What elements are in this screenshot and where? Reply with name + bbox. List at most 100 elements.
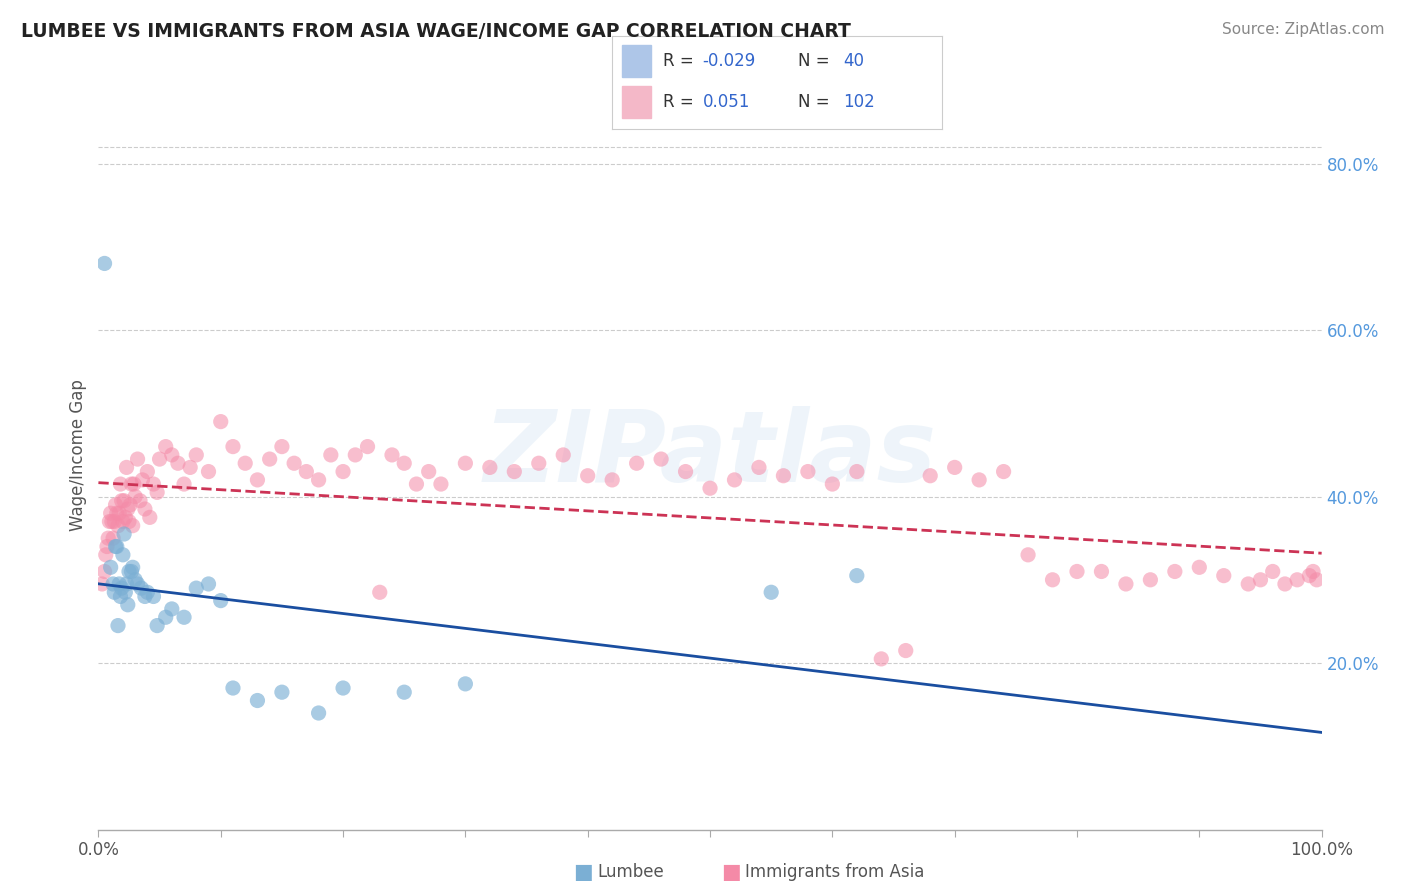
Point xyxy=(553,448,575,462)
Point xyxy=(1066,565,1088,579)
Point xyxy=(160,602,183,616)
Text: 40: 40 xyxy=(844,52,863,70)
Point xyxy=(1164,565,1187,579)
Point xyxy=(1115,577,1137,591)
Point xyxy=(93,565,115,579)
Point xyxy=(127,452,149,467)
Point xyxy=(107,518,129,533)
Point xyxy=(134,590,156,604)
Point xyxy=(117,598,139,612)
Point xyxy=(430,477,453,491)
Point xyxy=(993,465,1015,479)
Point xyxy=(870,652,893,666)
Text: R =: R = xyxy=(662,52,693,70)
Point xyxy=(392,456,416,470)
Point xyxy=(1302,565,1324,579)
Point xyxy=(576,468,599,483)
Point xyxy=(101,531,124,545)
Point xyxy=(761,585,783,599)
Point xyxy=(626,456,648,470)
Point xyxy=(101,577,124,591)
Point xyxy=(405,477,427,491)
Point xyxy=(120,565,142,579)
Point xyxy=(246,473,269,487)
Point xyxy=(197,465,219,479)
Point xyxy=(920,468,942,483)
Point xyxy=(112,527,135,541)
Point xyxy=(209,415,232,429)
Point xyxy=(454,677,477,691)
Point xyxy=(173,477,195,491)
Point xyxy=(100,506,122,520)
Point xyxy=(160,448,183,462)
Point xyxy=(222,440,245,454)
Point xyxy=(104,498,127,512)
Point xyxy=(131,473,153,487)
Point xyxy=(122,477,145,491)
Point xyxy=(167,456,190,470)
Point xyxy=(179,460,201,475)
Point xyxy=(368,585,391,599)
Point xyxy=(115,460,138,475)
Point xyxy=(103,515,125,529)
Point xyxy=(478,460,501,475)
Point xyxy=(110,590,132,604)
Point xyxy=(454,456,477,470)
Point xyxy=(1042,573,1064,587)
Point xyxy=(111,493,134,508)
Point xyxy=(270,440,294,454)
Point xyxy=(173,610,195,624)
Point xyxy=(105,506,128,520)
Text: LUMBEE VS IMMIGRANTS FROM ASIA WAGE/INCOME GAP CORRELATION CHART: LUMBEE VS IMMIGRANTS FROM ASIA WAGE/INCO… xyxy=(21,22,851,41)
Point xyxy=(98,515,121,529)
Point xyxy=(108,506,131,520)
Point xyxy=(120,477,142,491)
Point xyxy=(894,643,917,657)
Point xyxy=(134,502,156,516)
Point xyxy=(118,565,141,579)
Point xyxy=(209,593,232,607)
Point xyxy=(344,448,367,462)
Text: N =: N = xyxy=(799,93,830,112)
Point xyxy=(186,448,208,462)
Point xyxy=(222,681,245,695)
Point xyxy=(295,465,318,479)
Point xyxy=(142,477,165,491)
Point xyxy=(600,473,623,487)
Point xyxy=(356,440,378,454)
Text: 0.051: 0.051 xyxy=(703,93,749,112)
Point xyxy=(821,477,844,491)
Point xyxy=(110,477,132,491)
Point xyxy=(91,577,114,591)
Point xyxy=(93,256,115,270)
Point xyxy=(1090,565,1112,579)
Point xyxy=(1298,568,1320,582)
Point xyxy=(108,577,131,591)
Point xyxy=(142,590,165,604)
Point xyxy=(97,531,120,545)
Point xyxy=(111,581,134,595)
Point xyxy=(845,465,868,479)
Point xyxy=(104,540,127,554)
Text: R =: R = xyxy=(662,93,693,112)
Bar xyxy=(621,45,651,77)
Point xyxy=(319,448,342,462)
Point xyxy=(943,460,966,475)
Point xyxy=(1261,565,1284,579)
Point xyxy=(1306,573,1329,587)
Y-axis label: Wage/Income Gap: Wage/Income Gap xyxy=(69,379,87,531)
Text: 102: 102 xyxy=(844,93,875,112)
Point xyxy=(112,493,135,508)
Point xyxy=(96,540,118,554)
Point xyxy=(967,473,990,487)
Point xyxy=(1188,560,1211,574)
Point xyxy=(111,548,134,562)
Point xyxy=(308,473,330,487)
Point xyxy=(392,685,416,699)
Point xyxy=(117,502,139,516)
Point xyxy=(527,456,550,470)
Point xyxy=(118,515,141,529)
Point xyxy=(503,465,526,479)
Point xyxy=(127,577,149,591)
Point xyxy=(1249,573,1271,587)
